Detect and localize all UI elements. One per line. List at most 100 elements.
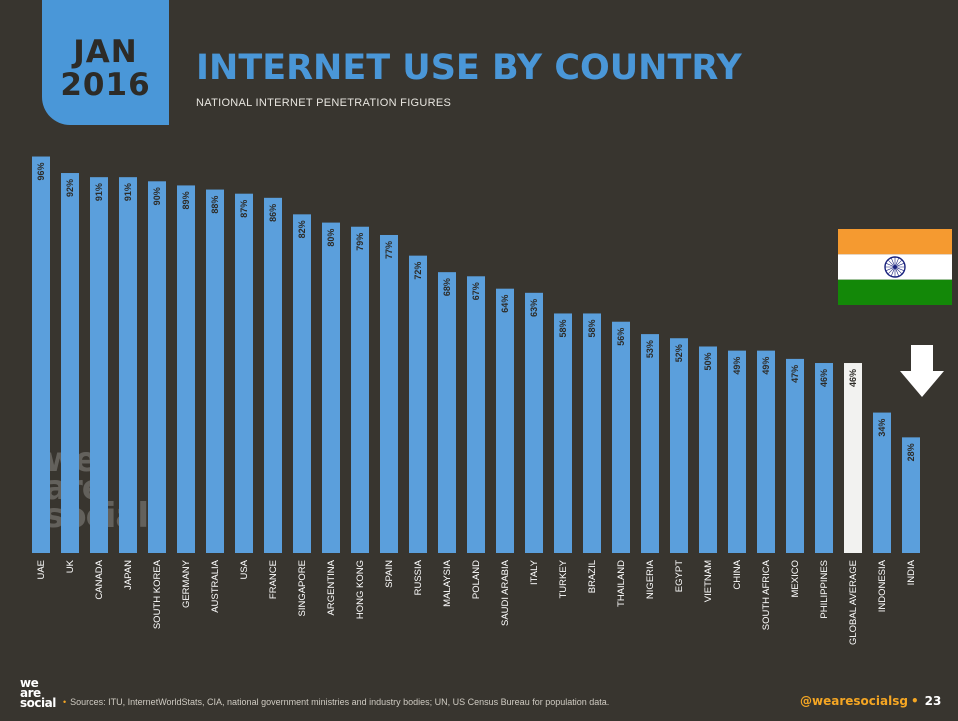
bar-india [902,437,920,553]
value-label-japan: 91% [123,183,133,201]
category-label-canada: CANADA [94,559,105,599]
bar-hong-kong [351,226,369,554]
value-label-vietnam: 50% [703,353,713,371]
flag-saffron-band [838,229,952,255]
category-label-vietnam: VIETNAM [703,560,714,602]
value-label-singapore: 82% [297,220,307,238]
value-label-russia: 72% [413,262,423,280]
footer-sources: • Sources: ITU, InternetWorldStats, CIA, … [63,697,609,707]
value-label-global-average: 46% [848,369,858,387]
category-label-philippines: PHILIPPINES [819,560,830,619]
category-label-thailand: THAILAND [616,560,627,607]
value-label-usa: 87% [239,200,249,218]
value-label-mexico: 47% [790,365,800,383]
category-label-china: CHINA [732,559,743,589]
down-arrow-icon [900,345,944,397]
bar-mexico [786,358,804,553]
bar-canada [90,177,108,554]
page-subtitle: NATIONAL INTERNET PENETRATION FIGURES [196,97,452,109]
category-label-india: INDIA [906,559,917,585]
bar-japan [119,177,137,554]
bar-thailand [612,321,630,553]
value-label-germany: 89% [181,191,191,209]
bar-italy [525,292,543,553]
value-label-turkey: 58% [558,319,568,337]
bar-germany [177,185,195,553]
category-label-south-korea: SOUTH KOREA [152,559,163,629]
bar-vietnam [699,346,717,553]
category-label-russia: RUSSIA [413,559,424,595]
value-label-hong-kong: 79% [355,233,365,251]
category-label-south-africa: SOUTH AFRICA [761,559,772,630]
page-title: INTERNET USE BY COUNTRY [196,48,742,88]
bar-uae [32,156,50,553]
category-label-indonesia: INDONESIA [877,559,888,612]
value-label-italy: 63% [529,299,539,317]
value-label-argentina: 80% [326,229,336,247]
category-label-mexico: MEXICO [790,560,801,597]
category-label-japan: JAPAN [123,560,134,590]
bar-brazil [583,313,601,553]
value-label-malaysia: 68% [442,278,452,296]
value-label-brazil: 58% [587,319,597,337]
value-label-uae: 96% [36,163,46,181]
category-label-uae: UAE [36,560,47,580]
bar-egypt [670,338,688,553]
bar-australia [206,189,224,553]
bar-saudi-arabia [496,288,514,553]
bar-turkey [554,313,572,553]
footer-logo: we are social [20,676,56,710]
page-dot-icon: • [911,694,919,708]
category-label-usa: USA [239,559,250,579]
page-number: 23 [924,694,942,708]
bar-south-africa [757,350,775,553]
footer-logo-line-3: social [20,696,56,710]
value-label-philippines: 46% [819,369,829,387]
bar-usa [235,193,253,553]
bar-indonesia [873,412,891,553]
category-label-hong-kong: HONG KONG [355,560,366,619]
category-label-turkey: TURKEY [558,559,569,598]
value-label-france: 86% [268,204,278,222]
value-label-india: 28% [906,443,916,461]
bar-argentina [322,222,340,553]
value-label-egypt: 52% [674,344,684,362]
category-label-australia: AUSTRALIA [210,559,221,612]
category-label-singapore: SINGAPORE [297,560,308,617]
ashoka-chakra-icon [884,256,906,278]
value-label-south-korea: 90% [152,187,162,205]
value-label-poland: 67% [471,282,481,300]
bullet-dot-icon: • [63,697,67,707]
bar-malaysia [438,272,456,553]
bar-singapore [293,214,311,553]
category-label-poland: POLAND [471,560,482,599]
category-label-brazil: BRAZIL [587,560,598,593]
category-label-egypt: EGYPT [674,560,685,592]
bar-south-korea [148,181,166,554]
category-label-italy: ITALY [529,559,540,585]
category-label-uk: UK [65,559,76,573]
category-label-nigeria: NIGERIA [645,559,656,599]
category-label-france: FRANCE [268,560,279,599]
value-label-nigeria: 53% [645,340,655,358]
value-label-china: 49% [732,357,742,375]
bar-china [728,350,746,553]
value-label-australia: 88% [210,196,220,214]
date-badge: JAN 2016 [42,0,169,125]
footer-logo-line-2: are [20,686,41,700]
category-label-malaysia: MALAYSIA [442,559,453,606]
footer-logo-line-1: we [20,676,39,690]
bar-philippines [815,363,833,553]
footer-source-text: Sources: ITU, InternetWorldStats, CIA, n… [70,697,610,707]
value-label-spain: 77% [384,241,394,259]
category-label-argentina: ARGENTINA [326,559,337,615]
bar-global-average [844,363,862,553]
date-year: 2016 [60,67,151,103]
category-label-saudi-arabia: SAUDI ARABIA [500,559,511,626]
value-label-thailand: 56% [616,328,626,346]
bar-nigeria [641,334,659,553]
category-label-germany: GERMANY [181,559,192,608]
category-label-global-average: GLOBAL AVERAGE [848,560,859,645]
bar-france [264,197,282,553]
value-label-indonesia: 34% [877,419,887,437]
